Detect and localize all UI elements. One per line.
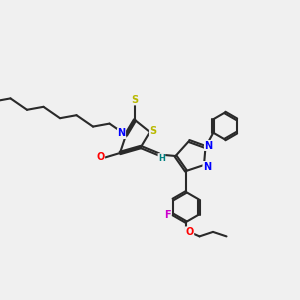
Text: O: O (96, 152, 105, 163)
Text: S: S (149, 125, 157, 136)
Text: N: N (204, 140, 213, 151)
Text: S: S (131, 95, 139, 105)
Text: N: N (203, 161, 211, 172)
Text: O: O (185, 227, 194, 237)
Text: H: H (158, 154, 165, 163)
Text: N: N (117, 128, 126, 139)
Text: F: F (164, 209, 171, 220)
